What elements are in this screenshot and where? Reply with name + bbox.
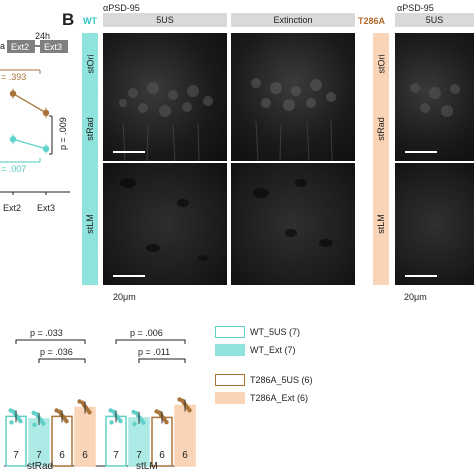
scale-label-wt: 20μm (113, 292, 136, 302)
data-point (57, 409, 62, 414)
protocol-block-ext2: Ext2 (7, 40, 35, 53)
stat-stlm-1: p = .006 (130, 328, 163, 338)
micrograph-texture (119, 82, 213, 161)
layer-label-stlm-t286a: stLM (376, 214, 387, 234)
series-line-1 (12, 138, 47, 150)
n-label: 6 (82, 450, 88, 461)
antibody-label-wt: αPSD-95 (103, 3, 140, 13)
data-point (9, 90, 17, 97)
n-label: 6 (159, 450, 165, 461)
legend-label-wt-ext: WT_Ext (7) (250, 345, 296, 355)
micrograph-texture (120, 178, 208, 261)
data-point (11, 409, 16, 414)
layer-strip-t286a (373, 33, 389, 285)
micrograph-wt-5us-lower (103, 163, 227, 285)
group-label-strad: stRad (27, 461, 54, 472)
data-point (157, 410, 162, 415)
x-tick-label-ext3: Ext3 (37, 203, 56, 213)
protocol-gap (35, 45, 40, 47)
data-point (134, 410, 139, 416)
data-point (42, 109, 50, 116)
micrograph-texture (410, 83, 460, 117)
scale-bar (113, 275, 145, 277)
stat-strad-2: p = .036 (40, 347, 73, 357)
panel-a-plot (0, 69, 70, 195)
layer-strip-wt (82, 33, 98, 285)
scale-bar (405, 275, 437, 277)
legend-swatch-t286a-ext (215, 392, 245, 404)
header-5us-wt: 5US (103, 13, 227, 27)
n-label: 7 (136, 450, 142, 461)
legend-label-t286a-5us: T286A_5US (6) (250, 375, 313, 385)
series-line-0 (12, 93, 47, 114)
micrograph-t286a-5us-lower (395, 163, 474, 285)
protocol-ext3-label: Ext3 (44, 42, 63, 52)
data-point (34, 411, 39, 417)
micrograph-texture (253, 179, 333, 247)
n-label: 7 (36, 450, 42, 461)
header-extinction-wt: Extinction (231, 13, 355, 27)
data-point (180, 398, 185, 403)
sig-bracket-outer (115, 339, 186, 344)
group-label-t286a: T286A (358, 16, 386, 26)
micrograph-wt-extinction-upper (231, 33, 355, 161)
micrograph-texture (251, 78, 336, 161)
n-label: 6 (59, 450, 65, 461)
protocol-interval: 24h (35, 31, 51, 41)
micrograph-t286a-5us-upper (395, 33, 474, 161)
legend-swatch-t286a-5us (215, 374, 245, 386)
panel-b-label: B (62, 10, 75, 29)
protocol-prefix: a (0, 41, 6, 51)
legend-label-wt-5us: WT_5US (7) (250, 327, 301, 337)
layer-label-stori-t286a: stOri (376, 54, 386, 74)
data-point (109, 420, 114, 425)
stat-strad-1: p = .033 (30, 328, 63, 338)
scale-bar (405, 151, 437, 153)
x-tick-label-ext2: Ext2 (3, 203, 22, 213)
protocol-ext2-label: Ext2 (11, 42, 30, 52)
legend-swatch-wt-5us (215, 326, 245, 338)
layer-label-stlm-wt: stLM (85, 214, 96, 234)
data-point (9, 136, 17, 143)
group-label-stlm: stLM (136, 461, 158, 472)
stat-stlm-2: p = .011 (138, 347, 171, 357)
sig-bracket-outer (15, 339, 86, 344)
n-label: 7 (113, 450, 119, 461)
layer-label-stori-wt: stOri (85, 54, 95, 74)
legend-label-t286a-ext: T286A_Ext (6) (250, 393, 309, 403)
protocol-block-ext3: Ext3 (40, 40, 68, 53)
sig-bracket-inner (38, 358, 86, 363)
data-point (111, 409, 116, 414)
sig-bracket-inner (138, 358, 186, 363)
p-value-wt: = .007 (1, 164, 27, 174)
header-5us-t286a: 5US (395, 13, 474, 27)
layer-label-strad-t286a: stRad (376, 117, 387, 141)
layer-label-strad-wt: stRad (85, 117, 96, 141)
scale-label-t286a: 20μm (404, 292, 427, 302)
antibody-label-t286a: αPSD-95 (397, 3, 434, 13)
p-value-t286a: = .393 (1, 72, 27, 82)
data-point (132, 421, 137, 427)
n-label: 7 (13, 450, 19, 461)
data-point (9, 420, 14, 425)
data-point (80, 400, 85, 405)
micrograph-wt-5us-upper (103, 33, 227, 161)
data-point (32, 422, 37, 428)
panel-c-plot: 7 7 6 6 7 7 6 6 (4, 339, 196, 467)
legend-swatch-wt-ext (215, 344, 245, 356)
scale-bar (113, 151, 145, 153)
group-label-wt: WT (83, 16, 97, 26)
data-point (42, 145, 50, 152)
n-label: 6 (182, 450, 188, 461)
micrograph-wt-extinction-lower (231, 163, 355, 285)
